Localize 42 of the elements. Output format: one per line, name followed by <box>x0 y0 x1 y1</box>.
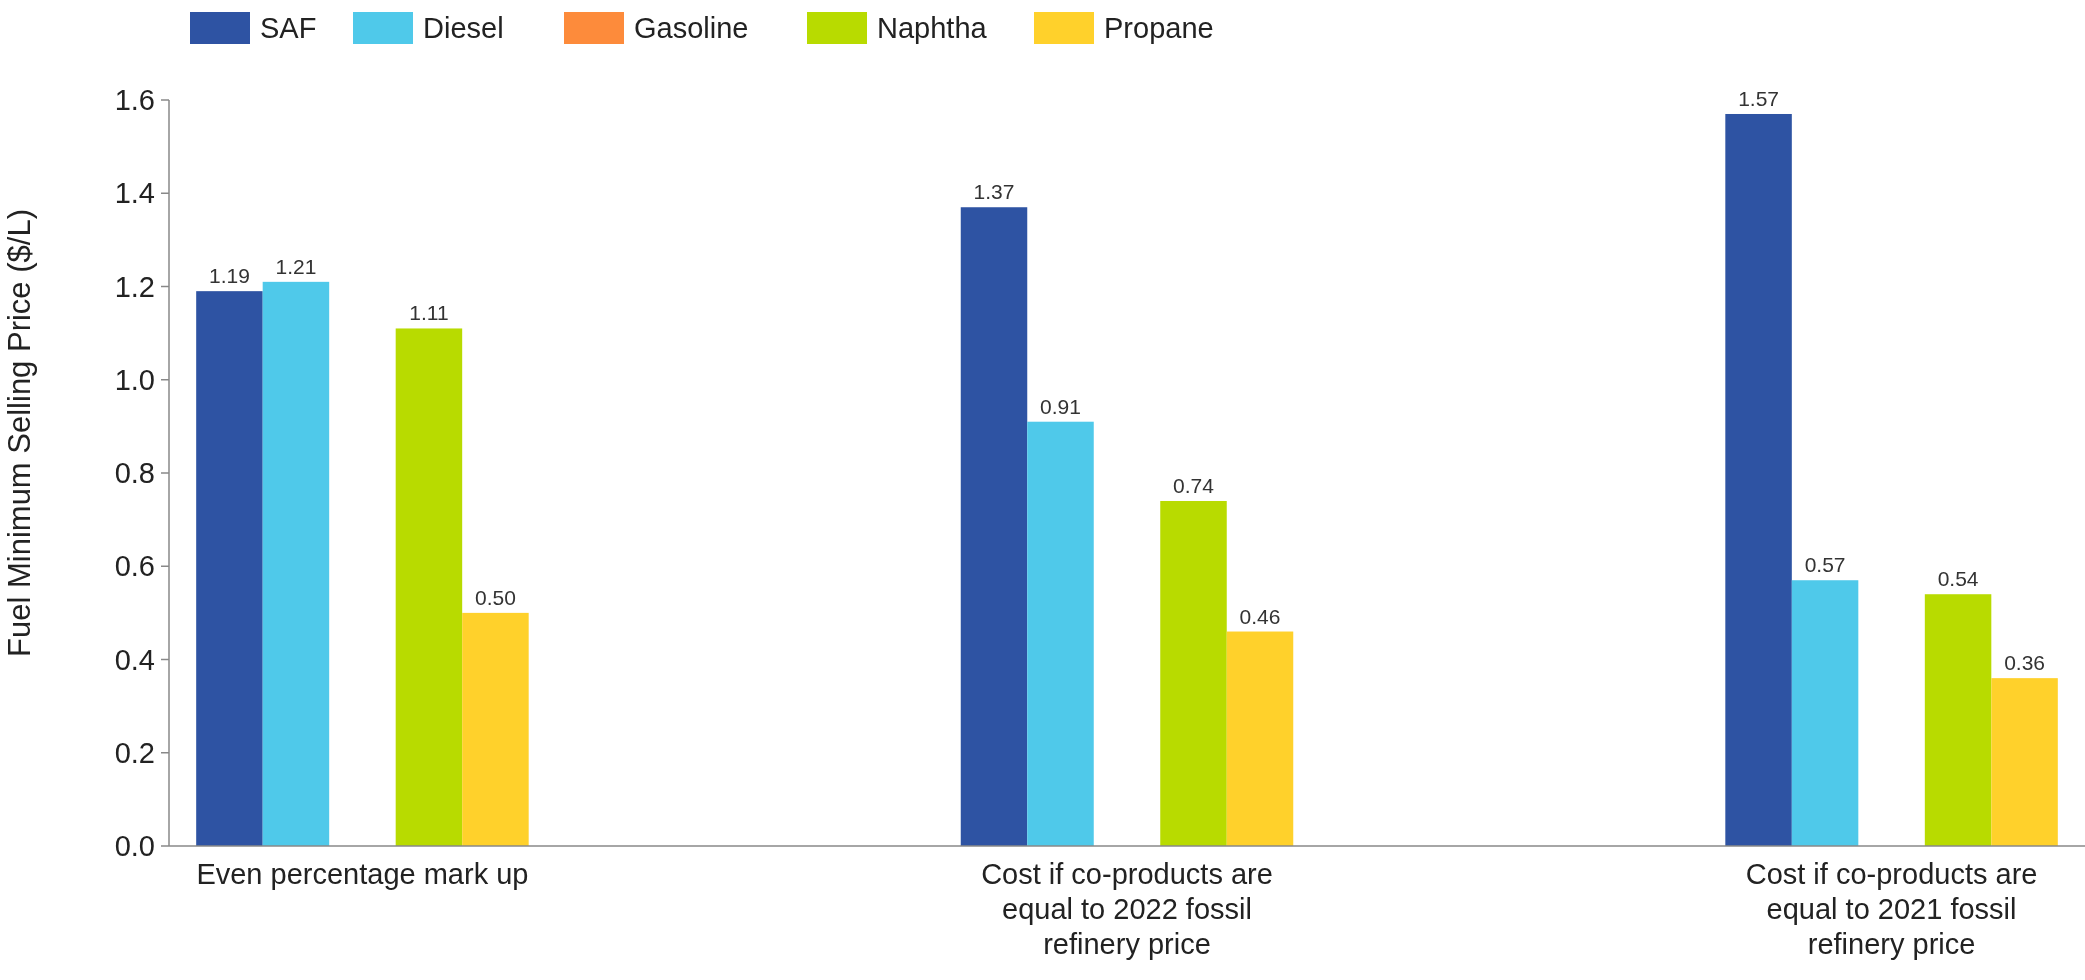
y-tick-label: 1.6 <box>114 84 155 117</box>
y-tick-label: 1.0 <box>114 363 155 396</box>
y-tick-label: 0.6 <box>114 550 155 583</box>
data-label: 0.50 <box>475 585 516 609</box>
data-label: 0.46 <box>1239 604 1281 628</box>
data-label: 0.36 <box>2004 651 2045 675</box>
x-tick-label: Even percentage mark up <box>196 858 529 890</box>
data-label: 1.19 <box>209 264 250 288</box>
bar <box>1791 580 1859 846</box>
legend-label: SAF <box>260 12 317 44</box>
bar <box>1991 678 2058 846</box>
bar <box>262 281 330 846</box>
y-axis-title: Fuel Minimum Selling Price ($/L) <box>2 209 37 657</box>
bar <box>462 612 529 846</box>
bar <box>1725 113 1792 846</box>
legend-label: Diesel <box>423 12 504 44</box>
x-tick-label: Cost if co-products are equal to 2021 fossil refinery price <box>1745 858 2038 960</box>
legend-label: Gasoline <box>634 12 749 44</box>
data-label: 1.11 <box>409 301 449 325</box>
data-label: 1.37 <box>973 180 1015 204</box>
bar <box>960 207 1028 846</box>
y-tick-label: 0.2 <box>114 736 155 769</box>
data-label: 0.74 <box>1173 473 1215 497</box>
x-tick-label: Cost if co-products are equal to 2022 fossil refinery price <box>981 858 1273 960</box>
y-tick-label: 0.0 <box>114 830 155 863</box>
bar <box>1924 594 1992 846</box>
y-tick-label: 1.2 <box>114 270 155 303</box>
data-label: 1.57 <box>1738 86 1779 110</box>
bar <box>1027 421 1094 846</box>
bar <box>196 291 263 846</box>
legend-label: Naphtha <box>877 12 988 44</box>
bar <box>1226 631 1294 846</box>
bar <box>1160 500 1227 846</box>
y-tick-label: 0.4 <box>114 643 155 676</box>
data-label: 0.57 <box>1804 553 1846 577</box>
data-label: 0.91 <box>1040 394 1081 418</box>
data-label: 0.54 <box>1937 567 1979 591</box>
data-label: 1.21 <box>275 254 317 278</box>
y-tick-label: 1.4 <box>114 177 155 210</box>
bar <box>395 328 463 846</box>
legend-label: Propane <box>1104 12 1214 44</box>
y-tick-label: 0.8 <box>114 457 155 490</box>
